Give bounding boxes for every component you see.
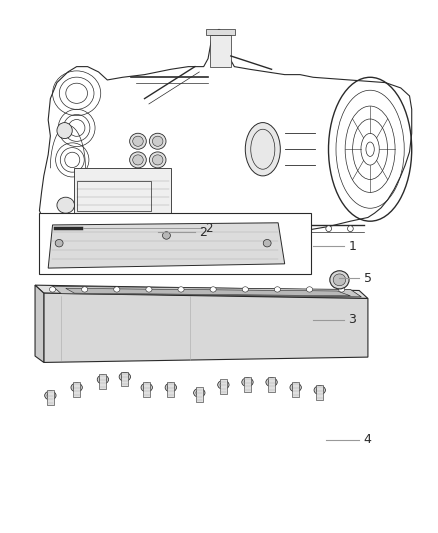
Polygon shape [35,285,44,362]
Ellipse shape [178,287,184,292]
Ellipse shape [290,383,301,392]
Ellipse shape [245,123,280,176]
Ellipse shape [45,391,56,400]
Ellipse shape [242,378,253,386]
Ellipse shape [99,377,106,382]
Ellipse shape [244,379,251,385]
Ellipse shape [141,383,152,392]
Ellipse shape [242,287,248,292]
Text: 2: 2 [199,226,207,239]
Ellipse shape [119,373,131,381]
Bar [220,379,227,394]
Bar [268,377,275,392]
Ellipse shape [174,226,180,232]
Bar [316,385,323,400]
Text: 5: 5 [364,272,371,285]
Bar [39,213,311,274]
Ellipse shape [49,287,56,292]
Ellipse shape [196,390,203,395]
Ellipse shape [146,287,152,292]
Bar [143,382,150,397]
Ellipse shape [330,271,349,289]
Ellipse shape [47,393,54,398]
Ellipse shape [194,389,205,397]
Bar [210,35,231,67]
Ellipse shape [326,226,332,232]
Ellipse shape [71,383,82,392]
Ellipse shape [152,155,163,165]
Text: 2: 2 [205,222,212,235]
Bar [292,382,299,397]
Ellipse shape [266,378,277,386]
Ellipse shape [210,287,216,292]
Ellipse shape [149,152,166,168]
Ellipse shape [195,226,201,232]
Ellipse shape [261,226,266,232]
Bar [121,372,128,386]
Ellipse shape [133,155,143,165]
Ellipse shape [333,274,346,286]
Ellipse shape [130,226,136,232]
Ellipse shape [218,381,229,389]
Ellipse shape [314,386,325,394]
Ellipse shape [239,226,244,232]
Polygon shape [48,223,285,268]
Ellipse shape [109,226,114,232]
Ellipse shape [274,287,280,292]
Ellipse shape [55,239,63,247]
Ellipse shape [339,287,345,292]
Ellipse shape [292,385,299,390]
Ellipse shape [165,383,177,392]
Ellipse shape [114,287,120,292]
Ellipse shape [162,232,170,239]
Bar [73,382,80,397]
Bar [244,377,251,392]
Bar [167,382,174,397]
Ellipse shape [57,197,74,213]
Polygon shape [66,288,350,296]
Polygon shape [39,29,412,232]
Ellipse shape [283,226,288,232]
Ellipse shape [57,123,72,139]
Ellipse shape [316,387,323,393]
Ellipse shape [121,374,128,379]
Ellipse shape [143,385,150,390]
Ellipse shape [152,226,158,232]
Ellipse shape [65,226,71,232]
Ellipse shape [133,136,143,146]
Bar [99,374,106,389]
Ellipse shape [149,133,166,149]
Ellipse shape [263,239,271,247]
Ellipse shape [220,382,227,387]
Text: 4: 4 [364,433,371,446]
Bar [196,387,203,402]
Polygon shape [35,285,368,298]
Ellipse shape [217,226,223,232]
Ellipse shape [130,152,146,168]
Ellipse shape [268,379,275,385]
Bar [74,168,171,213]
Ellipse shape [97,375,109,384]
Text: 3: 3 [348,313,356,326]
Polygon shape [44,293,368,362]
Ellipse shape [307,287,313,292]
Bar [77,181,151,211]
Polygon shape [53,286,361,297]
Ellipse shape [348,226,353,232]
Bar [47,390,54,405]
Ellipse shape [87,226,92,232]
Bar [206,29,235,35]
Ellipse shape [130,133,146,149]
Ellipse shape [152,136,163,146]
Ellipse shape [73,385,80,390]
Ellipse shape [167,385,174,390]
Ellipse shape [81,287,88,292]
Text: 1: 1 [348,240,356,253]
Ellipse shape [304,226,310,232]
